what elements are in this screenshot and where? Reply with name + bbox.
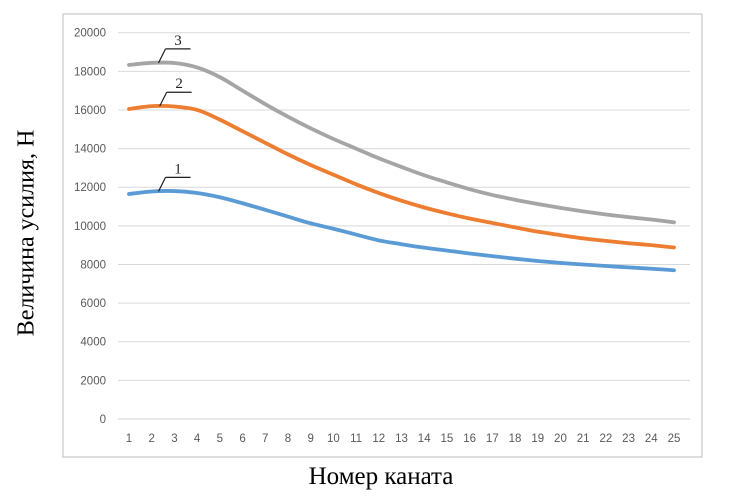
x-tick-label: 12 — [372, 433, 385, 445]
y-tick-label: 6000 — [80, 298, 106, 310]
x-tick-label: 13 — [395, 433, 408, 445]
x-tick-label: 4 — [194, 433, 201, 445]
x-tick-label: 24 — [645, 433, 658, 445]
x-tick-label: 19 — [531, 433, 544, 445]
y-tick-label: 20000 — [74, 28, 106, 40]
x-tick-label: 9 — [307, 433, 313, 445]
x-tick-label: 6 — [239, 433, 245, 445]
x-tick-label: 18 — [509, 433, 522, 445]
x-tick-label: 14 — [418, 433, 431, 445]
x-tick-label: 15 — [441, 433, 454, 445]
x-tick-label: 1 — [126, 433, 132, 445]
series-line-2 — [127, 103, 676, 250]
plot-frame — [62, 13, 703, 458]
x-tick-label: 21 — [577, 433, 590, 445]
y-tick-label: 16000 — [74, 105, 106, 117]
x-tick-label: 3 — [171, 433, 177, 445]
callout-leader-line — [159, 91, 168, 107]
x-tick-label: 2 — [149, 433, 155, 445]
x-tick-label: 8 — [285, 433, 291, 445]
x-axis-title: Номер каната — [308, 463, 454, 490]
x-tick-label: 11 — [350, 433, 362, 445]
y-tick-label: 8000 — [80, 259, 106, 271]
x-tick-label: 17 — [486, 433, 499, 445]
x-tick-label: 22 — [599, 433, 612, 445]
x-tick-label: 23 — [622, 433, 635, 445]
y-tick-label: 4000 — [80, 337, 106, 349]
series-callout-label-2: 2 — [175, 76, 183, 92]
x-tick-label: 7 — [262, 433, 268, 445]
y-tick-label: 18000 — [74, 66, 106, 78]
line-chart-plot: 0 2000 4000 6000 8000 10000 12000 14000 16000 180… — [62, 13, 703, 458]
y-tick-label: 2000 — [80, 375, 106, 387]
x-tick-label: 20 — [554, 433, 567, 445]
y-tick-label: 12000 — [74, 182, 106, 194]
x-tick-label: 16 — [463, 433, 476, 445]
y-tick-label: 0 — [100, 414, 106, 426]
x-tick-label: 10 — [327, 433, 340, 445]
series-line-3 — [127, 60, 676, 225]
series-line-1 — [127, 189, 676, 273]
callout-leader-line — [157, 177, 167, 192]
y-tick-label: 10000 — [74, 221, 106, 233]
x-tick-label: 25 — [668, 433, 681, 445]
series-callout-label-1: 1 — [174, 161, 182, 177]
series-callout-label-3: 3 — [174, 33, 182, 49]
callout-leader-line — [157, 48, 167, 64]
x-tick-label: 5 — [217, 433, 223, 445]
y-tick-label: 14000 — [74, 144, 106, 156]
